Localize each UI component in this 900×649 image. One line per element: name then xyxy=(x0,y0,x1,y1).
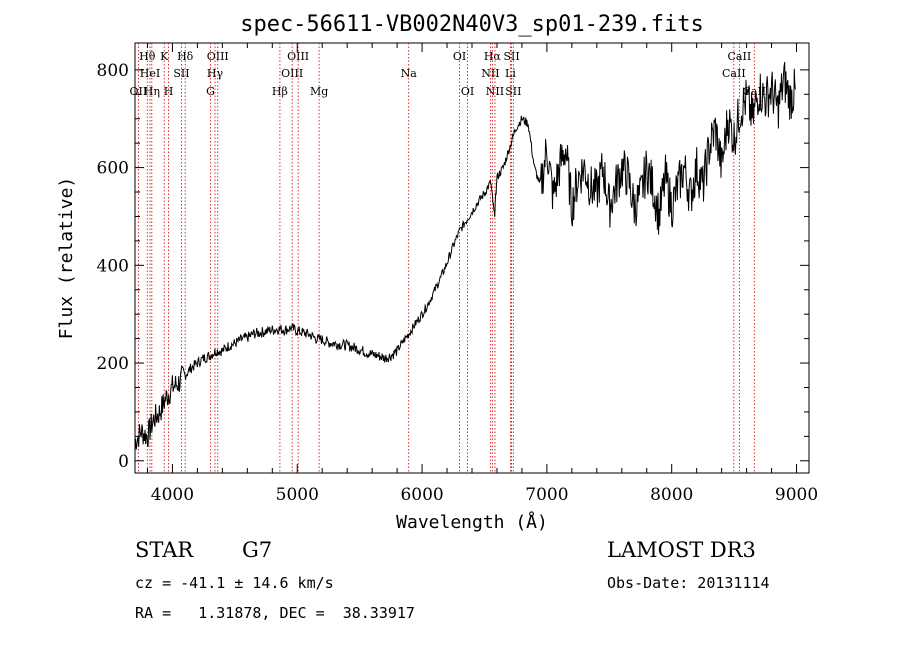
spectral-line-label: Hθ xyxy=(139,50,156,63)
spectral-line-label: Hη xyxy=(144,85,160,98)
spectral-line-label: Na xyxy=(401,67,418,80)
spectral-line-label: NII xyxy=(486,85,504,98)
plot-frame xyxy=(134,42,810,474)
spectral-line-label: CaII xyxy=(728,50,752,63)
spectral-line-label: OIII xyxy=(281,67,303,80)
x-tick-label: 4000 xyxy=(151,485,194,505)
obs-date: Obs-Date: 20131114 xyxy=(607,574,770,592)
survey-name: LAMOST DR3 xyxy=(607,538,756,562)
spectrum-line xyxy=(134,62,796,450)
y-tick-label: 600 xyxy=(97,159,129,179)
y-tick-label: 800 xyxy=(97,61,129,81)
x-axis-ticks: 4000 5000 6000 7000 8000 9000 xyxy=(146,43,818,505)
spectral-line-label: CaII xyxy=(722,67,746,80)
x-tick-label: 8000 xyxy=(650,485,693,505)
y-axis-ticks: 0 200 400 600 800 xyxy=(97,61,809,472)
spectral-line-label: SII xyxy=(505,85,521,98)
spectral-line-label: OI xyxy=(453,50,466,63)
spectral-line-label: OIII xyxy=(207,50,229,63)
object-type: STAR xyxy=(135,538,194,562)
y-tick-label: 200 xyxy=(97,354,129,374)
spectral-line-label: Li xyxy=(505,67,516,80)
spectral-line-label: Mg xyxy=(310,85,328,98)
spectral-line-label: SII xyxy=(173,67,189,80)
x-tick-label: 6000 xyxy=(400,485,443,505)
x-axis-label: Wavelength (Å) xyxy=(396,511,548,533)
spectral-line-label: Hγ xyxy=(207,67,224,80)
spectral-line-label: OIII xyxy=(287,50,309,63)
spectral-line-label: SII xyxy=(503,50,519,63)
x-tick-label: 9000 xyxy=(775,485,818,505)
spectral-line-label: Hα xyxy=(484,50,502,63)
spectral-line-label: K xyxy=(160,50,169,63)
chart-title: spec-56611-VB002N40V3_sp01-239.fits xyxy=(240,12,704,37)
spectral-line-label: OII xyxy=(130,85,148,98)
coordinates: RA = 1.31878, DEC = 38.33917 xyxy=(135,604,415,622)
y-tick-label: 0 xyxy=(118,452,129,472)
spectral-line-label: G xyxy=(206,85,215,98)
spectral-line-label: OI xyxy=(461,85,474,98)
y-tick-label: 400 xyxy=(97,256,129,276)
spectral-line-label: NII xyxy=(481,67,499,80)
spectral-line-label: Hβ xyxy=(272,85,288,98)
redshift-text: cz = -41.1 ± 14.6 km/s xyxy=(135,574,334,592)
y-axis-label: Flux (relative) xyxy=(56,177,77,340)
x-tick-label: 5000 xyxy=(276,485,319,505)
spectral-line-label: HeI xyxy=(140,67,160,80)
spectral-line-label: Hδ xyxy=(177,50,194,63)
spectral-subclass: G7 xyxy=(242,538,273,562)
spectral-line-label: H xyxy=(164,85,174,98)
x-tick-label: 7000 xyxy=(525,485,568,505)
